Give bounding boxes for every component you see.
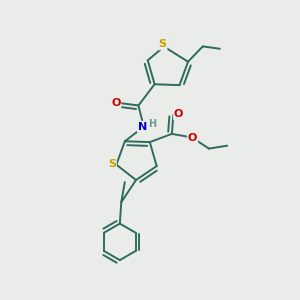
Text: S: S bbox=[108, 159, 116, 169]
Text: S: S bbox=[158, 39, 166, 49]
Text: O: O bbox=[174, 109, 183, 119]
Text: O: O bbox=[111, 98, 120, 108]
Text: H: H bbox=[148, 119, 157, 129]
Text: O: O bbox=[188, 133, 197, 143]
Text: N: N bbox=[138, 122, 147, 132]
